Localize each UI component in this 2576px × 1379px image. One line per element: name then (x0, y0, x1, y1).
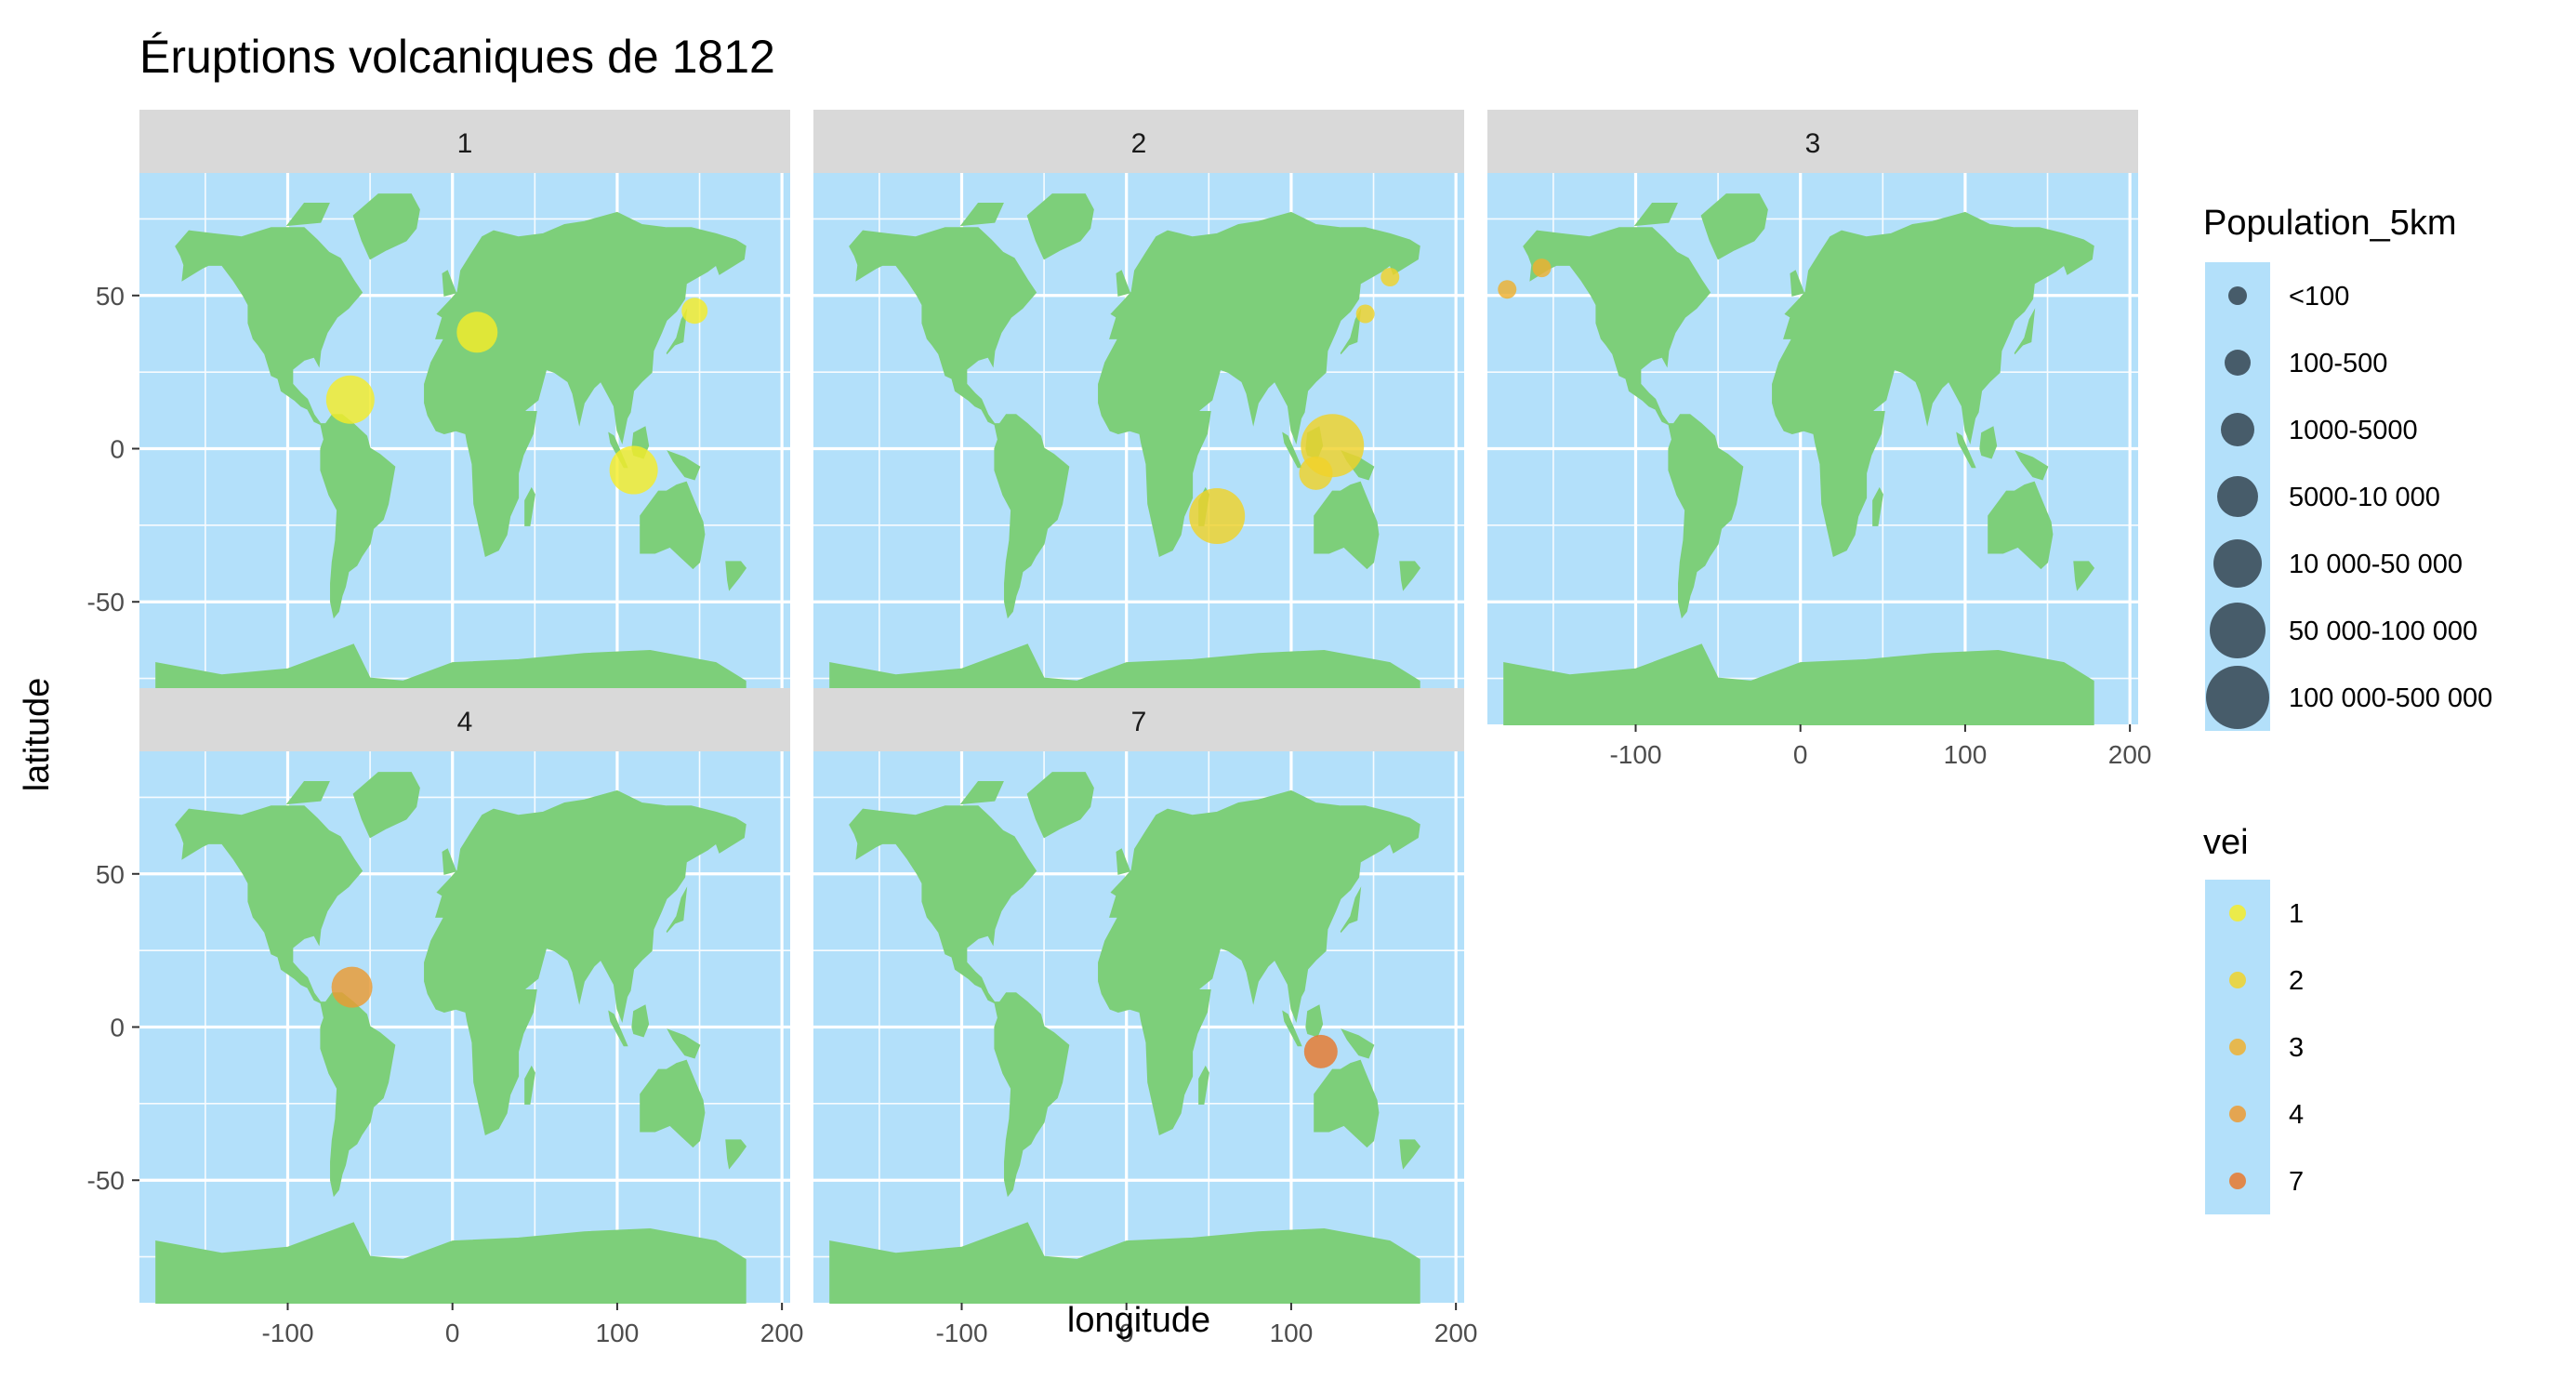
eruption-point (1498, 280, 1517, 299)
facet-strip-label: 4 (457, 707, 473, 737)
facet-strip-label: 1 (457, 128, 473, 159)
legend-vei: vei 1 2 3 4 7 (2203, 823, 2304, 1214)
legend-color-symbol (2229, 905, 2246, 922)
eruption-point (681, 298, 708, 325)
eruption-point (331, 966, 373, 1008)
facet-strip (139, 110, 790, 173)
eruption-point (1299, 456, 1333, 490)
legend-size-symbol (2221, 413, 2254, 446)
facet-panel-3: 3 -100 0 100 200 (1487, 110, 2151, 769)
legend-label: 100-500 (2289, 349, 2387, 378)
x-tick-label: 100 (596, 1319, 640, 1347)
legend-label: 4 (2289, 1100, 2304, 1130)
y-tick-label: 50 (96, 860, 125, 889)
legend-population: Population_5km <100 100-500 1000-5000 5000-1… (2203, 204, 2492, 731)
x-tick-label: 100 (1270, 1319, 1314, 1347)
x-tick-label: -100 (1609, 740, 1661, 769)
facet-strip-label: 3 (1805, 128, 1821, 159)
legend-size-symbol (2206, 666, 2269, 729)
y-axis-title: latitude (18, 678, 57, 792)
facet-strip (813, 688, 1464, 751)
legend-size-symbol (2228, 286, 2247, 305)
x-tick-label: 0 (1793, 740, 1808, 769)
legend-color-symbol (2229, 1039, 2246, 1055)
facet-strip (139, 688, 790, 751)
facet-strip (1487, 110, 2138, 173)
y-tick-label: 0 (110, 1014, 125, 1042)
y-tick-label: -50 (87, 1166, 125, 1195)
legend-size-symbol (2213, 539, 2262, 588)
facet-strip-label: 2 (1131, 128, 1147, 159)
legend-label: 50 000-100 000 (2289, 617, 2477, 646)
legend-label: 7 (2289, 1167, 2304, 1197)
eruption-point (1303, 1034, 1338, 1068)
legend-label: 2 (2289, 966, 2304, 996)
x-tick-label: 0 (445, 1319, 460, 1347)
legend-size-symbol (2210, 603, 2266, 658)
eruption-point (1355, 304, 1375, 324)
chart-title: Éruptions volcaniques de 1812 (139, 31, 775, 83)
legend-color-symbol (2229, 972, 2246, 988)
facet-panel-7: 7 -100 0 100 200 (813, 688, 1477, 1347)
x-tick-label: 0 (1119, 1319, 1134, 1347)
x-tick-label: 200 (1434, 1319, 1478, 1347)
y-tick-label: 50 (96, 282, 125, 311)
legend-title: vei (2203, 823, 2249, 862)
legend-label: <100 (2289, 282, 2349, 312)
x-tick-label: 200 (760, 1319, 804, 1347)
x-tick-label: -100 (935, 1319, 987, 1347)
legend-color-symbol (2229, 1106, 2246, 1122)
x-tick-label: 100 (1944, 740, 1988, 769)
eruption-point (609, 445, 658, 495)
eruption-point (1189, 487, 1246, 544)
x-tick-label: -100 (261, 1319, 313, 1347)
eruption-point (456, 312, 498, 353)
legend-title: Population_5km (2203, 204, 2457, 243)
legend-color-symbol (2229, 1173, 2246, 1189)
y-tick-label: -50 (87, 588, 125, 617)
legend-size-symbol (2225, 350, 2251, 376)
eruption-point (1532, 259, 1552, 278)
facet-strip-label: 7 (1131, 707, 1147, 737)
legend-label: 5000-10 000 (2289, 483, 2440, 512)
legend-label: 10 000-50 000 (2289, 550, 2463, 579)
figure-root: Éruptions volcaniques de 1812 1 50 0 -50 2 3 -1… (18, 31, 2492, 1347)
legend-label: 3 (2289, 1033, 2304, 1063)
legend-size-symbol (2217, 476, 2258, 517)
x-tick-label: 200 (2108, 740, 2152, 769)
legend-label: 1 (2289, 899, 2304, 929)
facet-panel-4: 4 50 0 -50 -100 0 100 200 (87, 688, 804, 1347)
x-axis-title: longitude (1067, 1301, 1210, 1340)
facet-panel-2: 2 (813, 110, 1464, 726)
facet-panel-1: 1 50 0 -50 (87, 110, 790, 726)
legend-label: 100 000-500 000 (2289, 683, 2492, 713)
eruption-point (325, 375, 375, 424)
eruption-point (1380, 268, 1400, 287)
y-tick-label: 0 (110, 435, 125, 464)
legend-label: 1000-5000 (2289, 416, 2418, 445)
facet-strip (813, 110, 1464, 173)
